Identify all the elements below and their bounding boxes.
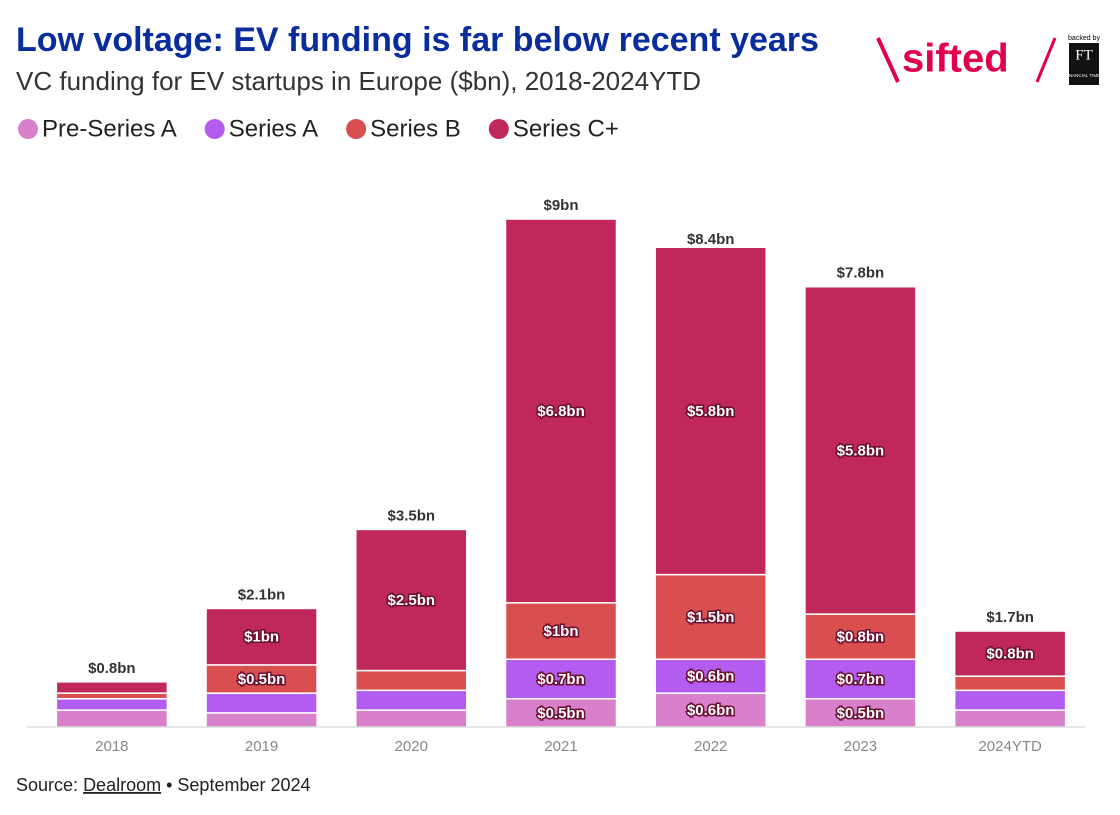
x-tick-label: 2023 xyxy=(844,738,877,755)
total-label: $0.8bn xyxy=(88,660,136,677)
bar-segment xyxy=(205,692,318,714)
segment-label: $1bn xyxy=(543,623,578,640)
logo-ft-name: FINANCIAL TIMES xyxy=(1065,73,1103,78)
segment-label: $0.7bn xyxy=(837,671,885,688)
x-tick-label: 2024YTD xyxy=(978,738,1042,755)
bar-segment xyxy=(804,613,917,661)
logo-ft: FT xyxy=(1075,47,1093,63)
segment-label: $1bn xyxy=(244,629,279,646)
bar-segment xyxy=(804,658,917,700)
segment-label: $2.5bn xyxy=(388,592,436,609)
segment-label: $1.5bn xyxy=(687,609,735,626)
bar-segment xyxy=(55,698,169,711)
bar-segment xyxy=(355,689,468,711)
logo-ft-box xyxy=(1069,43,1099,85)
bar-segment xyxy=(654,658,767,694)
legend-label: Series C+ xyxy=(513,115,619,142)
logo-backed: backed by xyxy=(1068,35,1100,42)
bar-segment xyxy=(504,658,618,700)
total-label: $9bn xyxy=(543,197,578,214)
bar-segment xyxy=(953,630,1067,677)
legend-swatch xyxy=(488,119,509,139)
bar-segment xyxy=(953,709,1067,728)
legend-label: Series B xyxy=(370,115,461,142)
bar-segment xyxy=(654,246,767,576)
bar-segment xyxy=(953,689,1067,711)
bar-segment xyxy=(504,218,618,604)
logo: sifted backed by FT FINANCIAL TIMES xyxy=(876,35,1103,85)
bar-segment xyxy=(953,675,1067,692)
total-label: $7.8bn xyxy=(837,265,885,282)
bar-segment xyxy=(355,669,468,692)
segment-label: $0.6bn xyxy=(687,702,735,719)
legend-label: Series A xyxy=(229,115,318,142)
segment-label: $0.8bn xyxy=(986,646,1034,663)
bar-segment xyxy=(205,712,318,728)
total-label: $2.1bn xyxy=(238,586,286,603)
bar-segment xyxy=(55,709,169,728)
segment-label: $0.5bn xyxy=(238,671,286,688)
x-tick-label: 2019 xyxy=(245,738,278,755)
bar-segment xyxy=(654,692,767,728)
segment-label: $0.5bn xyxy=(837,705,885,722)
source: Source: Dealroom • September 2024 xyxy=(16,775,311,795)
legend-swatch xyxy=(18,119,38,139)
x-tick-label: 2020 xyxy=(395,738,428,755)
x-tick-label: 2018 xyxy=(95,738,128,755)
bar-segment xyxy=(205,607,318,666)
bar-segment xyxy=(55,692,169,700)
source-suffix: • September 2024 xyxy=(166,775,310,795)
x-tick-label: 2022 xyxy=(694,738,727,755)
bar-segment xyxy=(355,528,468,672)
legend-label: Pre-Series A xyxy=(42,115,177,142)
total-label: $1.7bn xyxy=(986,609,1034,626)
source-prefix: Source: xyxy=(16,775,78,795)
bar-segment xyxy=(55,681,169,694)
chart-title: Low voltage: EV funding is far below rec… xyxy=(16,21,819,59)
bar-segment xyxy=(355,709,468,728)
logo-slash xyxy=(1035,37,1057,83)
bar-segment xyxy=(804,285,917,615)
segment-label: $5.8bn xyxy=(837,442,885,459)
logo-brand: sifted xyxy=(902,37,1009,81)
legend-swatch xyxy=(204,119,225,139)
segment-label: $6.8bn xyxy=(537,403,585,420)
segment-label: $0.8bn xyxy=(837,629,885,646)
total-label: $8.4bn xyxy=(687,231,735,248)
chart-subtitle: VC funding for EV startups in Europe ($b… xyxy=(16,66,701,96)
segment-label: $5.8bn xyxy=(687,403,735,420)
segment-label: $0.5bn xyxy=(537,705,585,722)
segment-label: $0.7bn xyxy=(537,671,585,688)
source-link[interactable]: Dealroom xyxy=(83,775,161,795)
logo-slash xyxy=(876,37,900,83)
bar-segment xyxy=(205,664,318,694)
legend-swatch xyxy=(346,119,367,139)
x-tick-label: 2021 xyxy=(544,738,577,755)
total-label: $3.5bn xyxy=(388,507,436,524)
segment-label: $0.6bn xyxy=(687,668,735,685)
